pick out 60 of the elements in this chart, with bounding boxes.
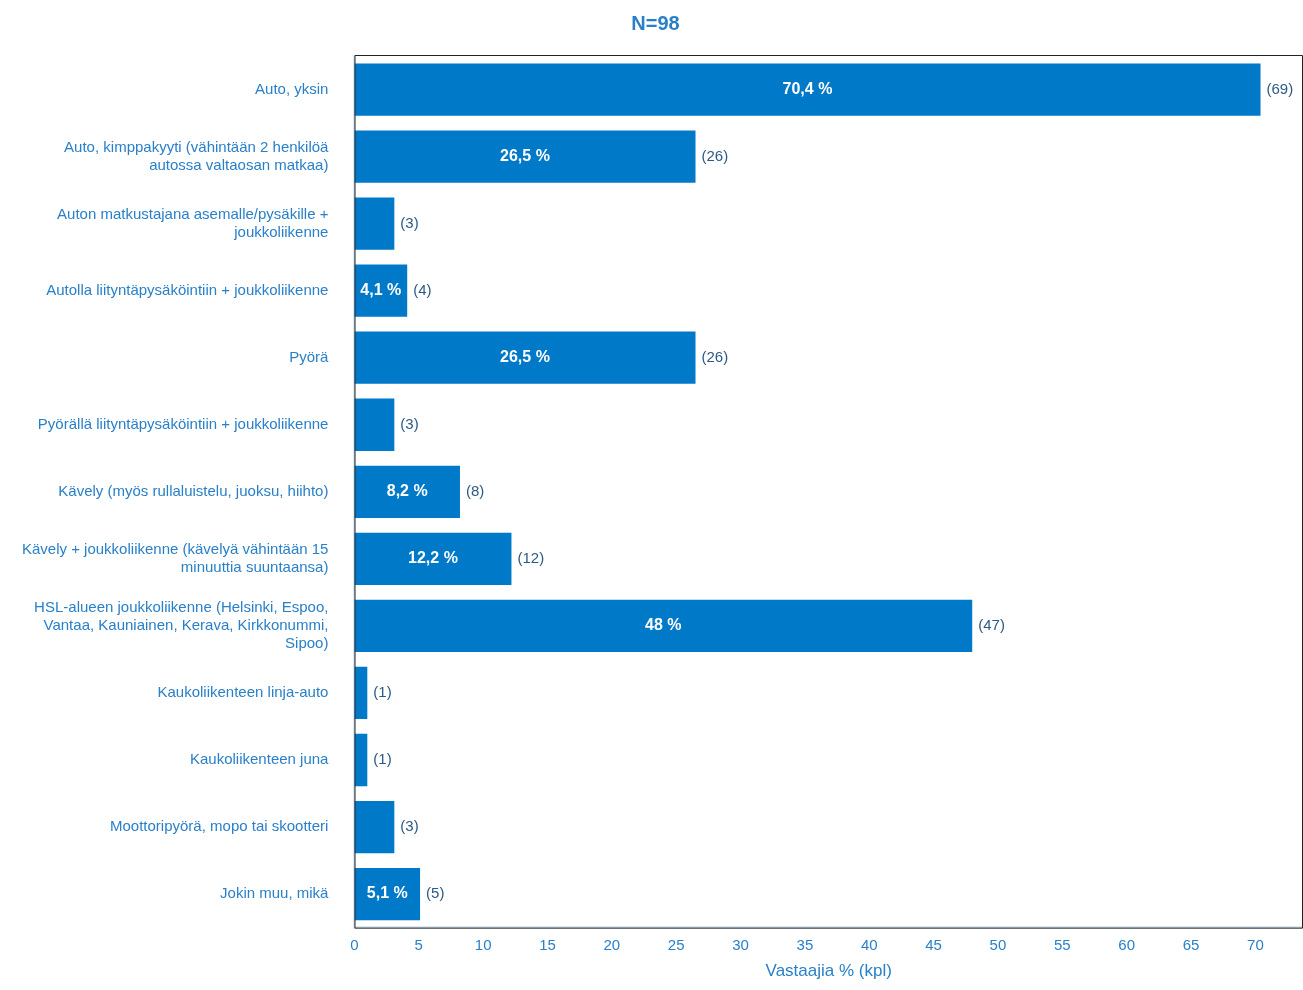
bar [354, 197, 395, 250]
x-tick-label: 50 [989, 935, 1007, 953]
x-tick-label: 45 [925, 935, 942, 953]
annotation: (8) [465, 481, 485, 499]
y-tick-label: Auton matkustajana asemalle/pysäkille + joukkoliikenne [57, 204, 329, 240]
bar [354, 599, 973, 653]
annotation: (69) [1266, 79, 1294, 97]
y-tick-label: Kävely + joukkoliikenne (kävelyä vähintään 15 minuuttia suuntaansa) [21, 539, 329, 575]
x-tick-label: 25 [667, 935, 685, 953]
y-tick-label: Jokin muu, mikä [220, 884, 330, 902]
annotation: (1) [373, 750, 392, 768]
x-tick-label: 20 [603, 935, 621, 953]
x-tick-label: 5 [414, 935, 423, 953]
data-label: 48 % [645, 616, 682, 634]
bar [354, 398, 395, 451]
bar [354, 130, 696, 183]
x-tick-label: 40 [860, 935, 878, 953]
bar [354, 800, 395, 854]
chart-title: N=98 [631, 11, 680, 34]
annotation: (26) [701, 347, 729, 365]
annotation: (1) [373, 683, 392, 701]
bar [354, 532, 512, 585]
x-tick-label: 15 [539, 935, 556, 953]
y-tick-label: Kaukoliikenteen linja-auto [157, 683, 329, 701]
x-tick-label: 35 [796, 935, 814, 953]
x-tick-label: 65 [1182, 935, 1200, 953]
data-label: 26,5 % [500, 348, 550, 366]
data-label: 26,5 % [500, 146, 550, 164]
x-tick-label: 70 [1247, 935, 1264, 953]
data-label: 70,4 % [782, 79, 833, 97]
annotation: (3) [400, 414, 419, 432]
annotation: (47) [978, 616, 1005, 634]
annotation: (4) [413, 280, 432, 298]
x-tick-label: 0 [350, 935, 359, 953]
annotation: (3) [400, 213, 419, 231]
y-tick-label: Autolla liityntäpysäköintiin + joukkoliikenne [46, 280, 329, 298]
y-tick-label: Auto, yksin [255, 79, 329, 97]
y-tick-label: Pyörä [289, 347, 330, 365]
y-tick-label: Auto, kimppakyyti (vähintään 2 henkilöä autossa valtaosan matkaa) [64, 137, 330, 173]
x-axis-title: Vastaajia % (kpl) [765, 961, 892, 981]
annotation: (5) [426, 884, 445, 902]
x-tick-label: 30 [732, 935, 749, 953]
bar [354, 63, 1261, 116]
bar [354, 331, 696, 384]
data-label: 8,2 % [386, 482, 428, 500]
data-label: 12,2 % [408, 549, 458, 567]
y-tick-label: Kävely (myös rullaluistelu, juoksu, hiihto) [58, 481, 329, 499]
y-tick-label: HSL-alueen joukkoliikenne (Helsinki, Espoo, Vantaa, Kauniainen, Kerava, Kirkkonummi, Sipoo) [34, 598, 329, 652]
data-label: 5,1 % [366, 884, 408, 902]
x-tick-label: 55 [1053, 935, 1071, 953]
annotation: (12) [517, 548, 545, 566]
y-tick-label: Pyörällä liityntäpysäköintiin + joukkoliikenne [37, 414, 329, 432]
x-tick-label: 10 [474, 935, 492, 953]
data-label: 4,1 % [360, 281, 402, 299]
x-tick-label: 60 [1118, 935, 1136, 953]
y-tick-label: Moottoripyörä, mopo tai skootteri [110, 817, 329, 835]
annotation: (26) [701, 146, 729, 164]
annotation: (3) [400, 817, 419, 835]
bar [354, 465, 460, 518]
y-tick-label: Kaukoliikenteen juna [190, 750, 330, 768]
